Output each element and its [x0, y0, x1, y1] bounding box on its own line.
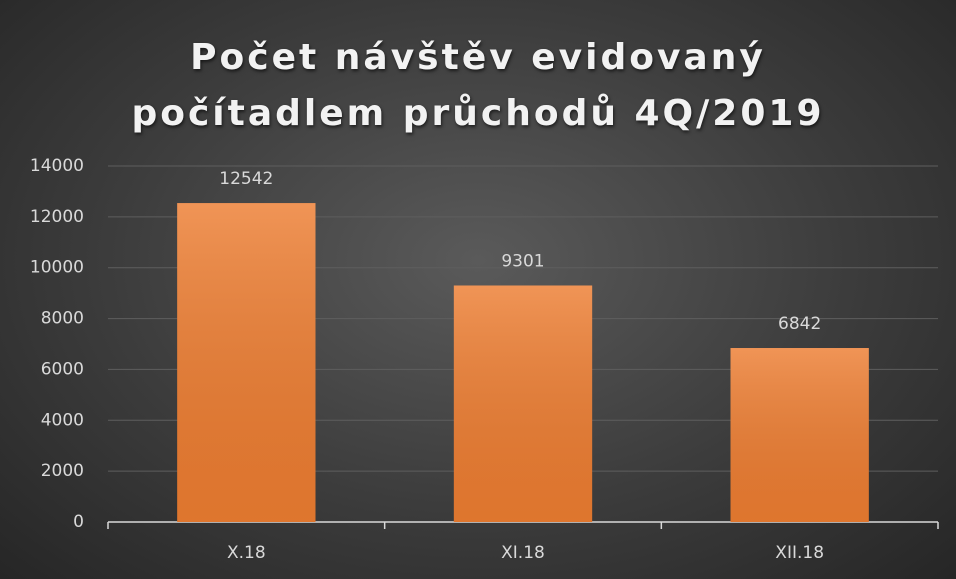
y-tick-label: 6000 — [41, 359, 84, 379]
y-tick-label: 8000 — [41, 309, 84, 329]
y-tick-label: 14000 — [30, 156, 84, 176]
y-tick-label: 4000 — [41, 410, 84, 430]
x-tick-label: X.18 — [227, 543, 266, 563]
bar-shade — [730, 348, 869, 522]
value-label: 6842 — [778, 314, 821, 334]
x-tick-label: XII.18 — [775, 543, 824, 563]
value-label: 12542 — [219, 169, 273, 189]
bar-shade — [453, 285, 593, 522]
y-tick-label: 0 — [73, 512, 84, 532]
y-tick-label: 12000 — [30, 207, 84, 227]
y-tick-label: 10000 — [30, 258, 84, 278]
y-tick-label: 2000 — [41, 461, 84, 481]
bar-shade — [177, 203, 316, 522]
x-tick-label: XI.18 — [501, 543, 545, 563]
value-label: 9301 — [501, 251, 544, 271]
chart-title: Počet návštěv evidovaný počítadlem průch… — [131, 37, 825, 134]
